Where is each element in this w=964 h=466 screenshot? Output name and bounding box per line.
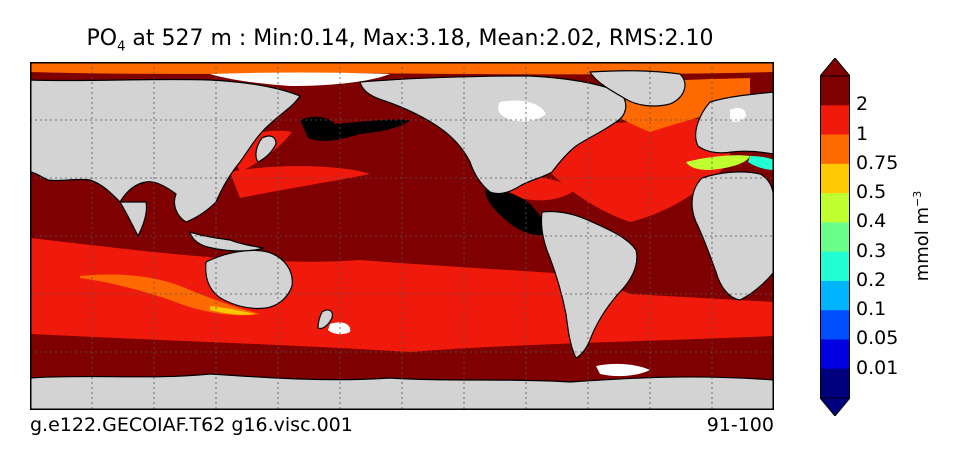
colorbar-frame [820,75,850,399]
years-label: 91-100 [706,414,774,436]
colorbar-tick-label: 0.5 [856,181,887,204]
no-data-baltic [730,108,746,123]
land-europe [695,91,774,155]
map-frame [30,62,774,410]
land-india [118,201,148,238]
red-north-atlantic [550,118,730,222]
land-south-america [540,210,638,359]
mediterranean-east [748,156,774,170]
colorbar-tick-label: 0.05 [856,327,899,350]
colorbar-segment [820,280,850,311]
no-data-hudson-bay [498,100,546,122]
land-indonesia [189,231,265,252]
no-data-arctic [210,72,390,86]
colorbar-segment [820,193,850,223]
land-greenland [588,70,686,107]
black-eastern-tropical-pacific [485,189,550,236]
colorbar-segment [820,134,850,165]
title-variable: PO [86,26,118,51]
colorbar-segment [820,76,850,106]
colorbar-tick-label: 2 [856,93,869,116]
unit-exponent: −3 [911,190,924,207]
land-asia [30,78,301,223]
land-africa [691,171,774,301]
title-stats: at 527 m : Min:0.14, Max:3.18, Mean:2.02… [125,26,714,51]
red-band-north-pacific [230,166,370,198]
colorbar-tick-label: 1 [856,122,869,145]
no-data-weddell [596,363,650,377]
colorbar [820,58,850,416]
black-okhotsk-bering [300,116,410,141]
colorbar-tick-label: 0.4 [856,210,887,233]
ocean-map [30,62,774,410]
colorbar-tick-label: 0.01 [856,356,899,379]
map-title: PO4 at 527 m : Min:0.14, Max:3.18, Mean:… [0,26,800,54]
no-data-ross [328,322,351,335]
land-north-america [359,75,627,195]
colorbar-segments [820,76,850,399]
yellow-south-australia [210,306,256,315]
land-new-zealand [317,309,333,330]
colorbar-segment [820,339,850,370]
colorbar-tick-label: 0.2 [856,268,887,291]
case-name-label: g.e122.GECOIAF.T62 g16.visc.001 [30,414,353,436]
title-variable-subscript: 4 [117,39,126,55]
colorbar-tick-label: 0.1 [856,298,887,321]
unit-base: mmol m [912,206,933,282]
orange-south-indian [80,274,260,316]
land-japan [255,135,277,163]
colorbar-segment [820,163,850,194]
no-data-regions [210,72,746,377]
colorbar-segment [820,251,850,282]
colorbar-unit-label: mmol m−3 [911,191,933,282]
map-gridlines [30,62,774,410]
colorbar-bottom-extension [820,397,850,416]
colorbar-segment [820,310,850,340]
colorbar-segment [820,105,850,136]
colorbar-tick-label: 0.3 [856,239,887,262]
colorbar-tick-label: 0.75 [856,151,899,174]
mediterranean-lowest [686,155,750,170]
colorbar-segment [820,368,850,399]
colorbar-top-extension [820,58,850,77]
colorbar-segment [820,222,850,253]
